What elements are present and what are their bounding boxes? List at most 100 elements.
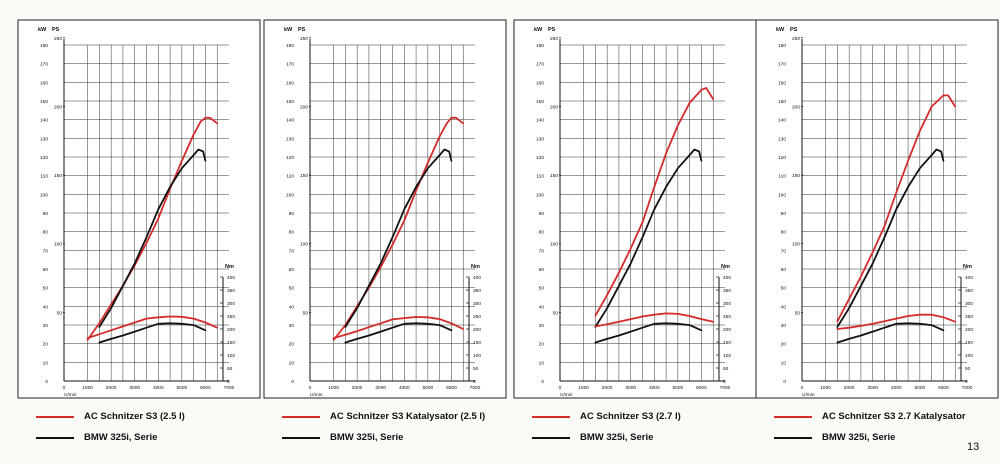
nm-tick-label: 150 — [473, 340, 481, 346]
nm-tick-label: 50 — [227, 366, 233, 372]
kw-tick-label: 170 — [40, 62, 48, 68]
kw-tick-label: 20 — [539, 342, 545, 348]
ps-tick-label: 250 — [792, 36, 800, 42]
nm-tick-label: 50 — [965, 366, 971, 372]
rpm-tick-label: 4000 — [399, 385, 410, 391]
nm-tick-label: 0 — [723, 379, 726, 385]
torque-curve — [344, 322, 453, 344]
rpm-tick-label: 6000 — [200, 385, 211, 391]
kw-tick-label: 150 — [40, 99, 48, 105]
ps-axis-label: PS — [548, 27, 556, 33]
torque-curve — [98, 322, 207, 344]
kw-tick-label: 50 — [539, 286, 545, 292]
nm-axis-label: Nm — [963, 264, 972, 270]
nm-tick-label: 0 — [965, 379, 968, 385]
chart-legend-3: AC Schnitzer S3 (2.7 l) BMW 325i, Serie — [532, 410, 681, 452]
kw-tick-label: 180 — [286, 43, 294, 49]
rpm-tick-label: 7000 — [224, 385, 235, 391]
nm-tick-label: 250 — [723, 314, 731, 320]
ps-tick-label: 50 — [303, 310, 309, 316]
power-curve — [594, 87, 715, 317]
kw-tick-label: 70 — [43, 248, 49, 254]
legend-label: AC Schnitzer S3 Katalysator (2.5 l) — [330, 411, 486, 422]
torque-curve — [836, 322, 945, 344]
nm-tick-label: 350 — [473, 288, 481, 294]
legend-swatch — [532, 415, 570, 418]
rpm-tick-label: 0 — [801, 385, 804, 391]
rpm-tick-label: 4000 — [649, 385, 660, 391]
kw-tick-label: 70 — [539, 248, 545, 254]
kw-tick-label: 110 — [778, 174, 786, 180]
kw-tick-label: 80 — [43, 230, 49, 236]
nm-tick-label: 300 — [965, 301, 973, 307]
rpm-tick-label: 6000 — [446, 385, 457, 391]
nm-tick-label: 150 — [965, 340, 973, 346]
legend-label: AC Schnitzer S3 (2.5 l) — [84, 411, 185, 422]
ps-tick-label: 100 — [792, 242, 800, 248]
kw-tick-label: 30 — [289, 323, 295, 329]
torque-curve — [86, 315, 219, 340]
ps-tick-label: 250 — [550, 36, 558, 42]
kw-tick-label: 120 — [286, 155, 294, 161]
ps-tick-label: 150 — [550, 173, 558, 179]
kw-tick-label: 30 — [539, 323, 545, 329]
kw-tick-label: 170 — [286, 62, 294, 68]
nm-tick-label: 50 — [473, 366, 479, 372]
rpm-axis-label: U/min — [64, 392, 77, 398]
chart-frame — [17, 19, 261, 399]
rpm-tick-label: 7000 — [470, 385, 481, 391]
legend-label: AC Schnitzer S3 (2.7 l) — [580, 411, 681, 422]
rpm-tick-label: 3000 — [375, 385, 386, 391]
chart-frame — [755, 19, 999, 399]
ps-axis-label: PS — [790, 27, 798, 33]
kw-tick-label: 60 — [289, 267, 295, 273]
legend-swatch — [532, 436, 570, 439]
legend-entry: BMW 325i, Serie — [774, 431, 966, 444]
kw-tick-label: 110 — [286, 174, 294, 180]
kw-tick-label: 20 — [289, 342, 295, 348]
nm-tick-label: 300 — [473, 301, 481, 307]
rpm-tick-label: 1000 — [82, 385, 93, 391]
nm-tick-label: 300 — [723, 301, 731, 307]
ps-tick-label: 200 — [550, 104, 558, 110]
kw-tick-label: 0 — [45, 379, 48, 385]
legend-entry: BMW 325i, Serie — [282, 431, 485, 444]
ps-tick-label: 250 — [54, 36, 62, 42]
chart-panel-3: 0 10 20 30 40 50 60 70 80 90 100 110 120 130 140 150 160… — [513, 19, 757, 399]
kw-tick-label: 10 — [289, 360, 295, 366]
kw-tick-label: 90 — [43, 211, 49, 217]
kw-tick-label: 10 — [781, 360, 787, 366]
chart-frame — [263, 19, 507, 399]
nm-tick-label: 400 — [723, 275, 731, 281]
legend-swatch — [36, 436, 74, 439]
nm-tick-label: 250 — [965, 314, 973, 320]
rpm-tick-label: 5000 — [915, 385, 926, 391]
nm-tick-label: 100 — [965, 353, 973, 359]
kw-tick-label: 110 — [536, 174, 544, 180]
kw-tick-label: 90 — [289, 211, 295, 217]
kw-tick-label: 30 — [43, 323, 49, 329]
legend-swatch — [774, 415, 812, 418]
kw-tick-label: 60 — [43, 267, 49, 273]
kw-tick-label: 30 — [781, 323, 787, 329]
kw-tick-label: 70 — [781, 248, 787, 254]
kw-tick-label: 40 — [781, 304, 787, 310]
rpm-tick-label: 5000 — [673, 385, 684, 391]
kw-tick-label: 160 — [536, 80, 544, 86]
kw-tick-label: 50 — [781, 286, 787, 292]
ps-tick-label: 200 — [792, 104, 800, 110]
nm-tick-label: 400 — [965, 275, 973, 281]
page-number: 13 — [967, 441, 980, 453]
rpm-tick-label: 3000 — [625, 385, 636, 391]
rpm-tick-label: 4000 — [891, 385, 902, 391]
rpm-tick-label: 1000 — [328, 385, 339, 391]
nm-tick-label: 400 — [227, 275, 235, 281]
kw-tick-label: 80 — [539, 230, 545, 236]
torque-curve — [594, 312, 715, 328]
ps-tick-label: 200 — [300, 104, 308, 110]
kw-tick-label: 150 — [286, 99, 294, 105]
ps-tick-label: 50 — [57, 310, 63, 316]
kw-tick-label: 60 — [781, 267, 787, 273]
torque-curve — [836, 313, 957, 330]
nm-tick-label: 300 — [227, 301, 235, 307]
